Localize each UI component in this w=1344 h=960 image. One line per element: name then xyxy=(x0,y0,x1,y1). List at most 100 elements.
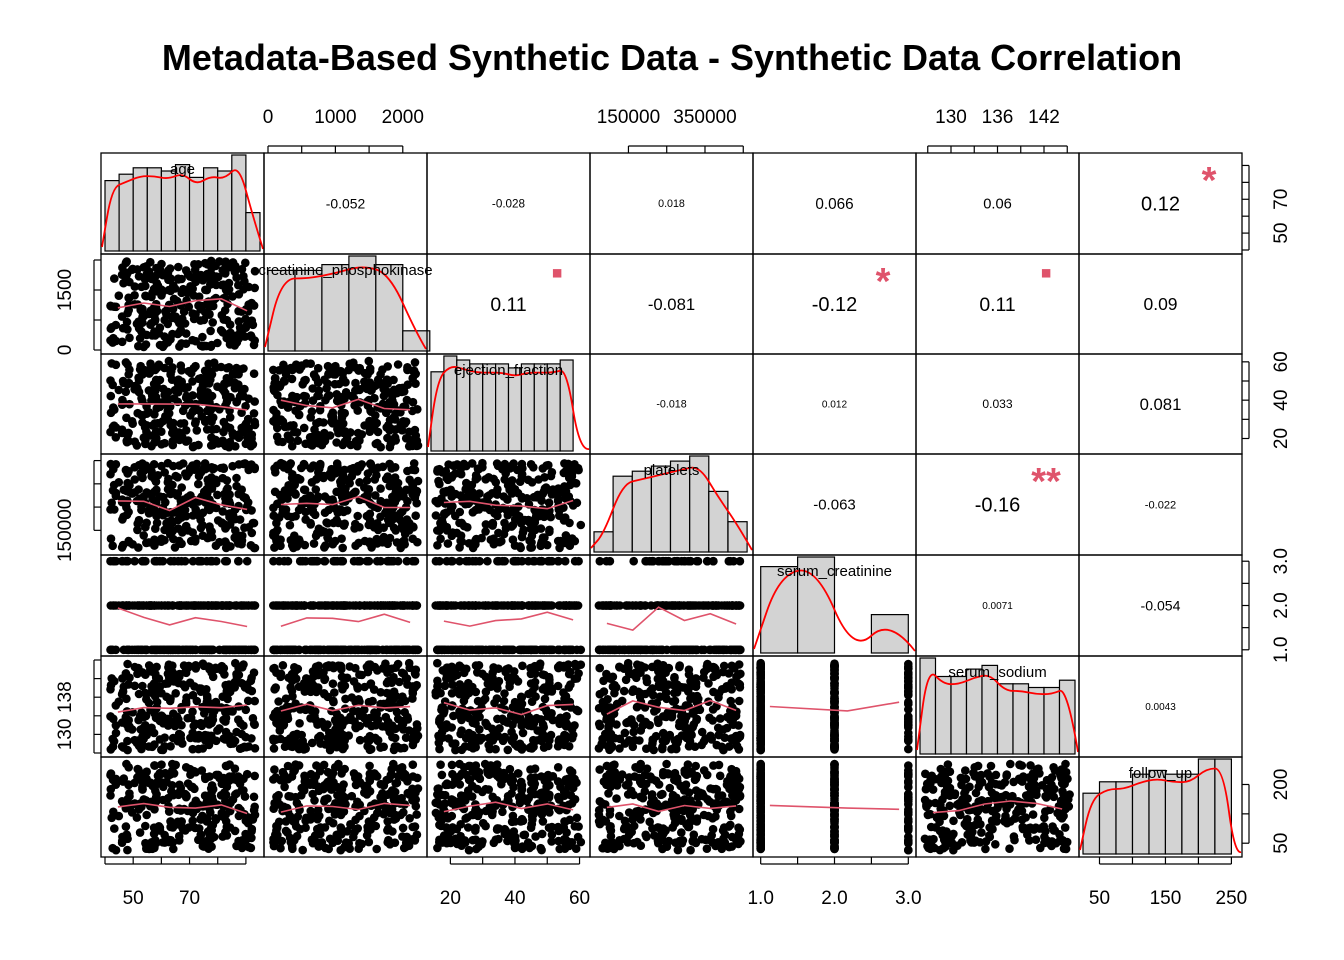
smooth-line xyxy=(117,802,248,815)
scatter-point xyxy=(431,556,441,566)
scatter-point xyxy=(111,645,121,655)
cell-2-2: ejection_fraction xyxy=(426,353,591,455)
scatter-point xyxy=(540,484,550,493)
cell-3-5: -0.16** xyxy=(915,453,1080,556)
scatter-point xyxy=(351,519,360,529)
scatter-point xyxy=(309,681,319,691)
scatter-point xyxy=(572,498,582,508)
scatter-point xyxy=(155,419,165,429)
scatter-point xyxy=(270,663,279,673)
scatter-point xyxy=(177,483,186,492)
scatter-point xyxy=(328,408,338,418)
smooth-line xyxy=(606,699,737,715)
scatter-point xyxy=(662,694,671,704)
scatter-point xyxy=(526,645,535,655)
scatter-point xyxy=(629,556,638,566)
scatter-point xyxy=(360,377,369,387)
scatter-point xyxy=(164,801,173,811)
scatter-point xyxy=(155,265,165,274)
scatter-point xyxy=(497,536,506,546)
scatter-point xyxy=(471,505,481,515)
scatter-point xyxy=(292,739,302,749)
scatter-point xyxy=(139,712,149,722)
scatter-point xyxy=(108,380,117,390)
scatter-point xyxy=(570,556,580,566)
scatter-point xyxy=(281,694,291,703)
scatter-point xyxy=(301,515,311,524)
scatter-point xyxy=(633,660,642,669)
scatter-point xyxy=(203,827,213,836)
scatter-point xyxy=(188,391,197,400)
histogram-bar xyxy=(1058,679,1076,755)
scatter-point xyxy=(492,601,502,610)
cell-5-4 xyxy=(752,655,917,758)
scatter-point xyxy=(152,662,161,672)
correlation-label: -0.028 xyxy=(492,198,525,211)
scatter-point xyxy=(237,743,247,753)
scatter-point xyxy=(192,696,202,706)
scatter-point xyxy=(191,336,200,346)
scatter-point xyxy=(152,536,161,546)
scatter-point xyxy=(123,478,132,488)
scatter-point xyxy=(198,645,208,655)
histogram-bar xyxy=(203,167,219,252)
scatter-point xyxy=(185,464,195,473)
scatter-point xyxy=(400,529,410,539)
scatter-point xyxy=(508,702,518,712)
scatter-point xyxy=(711,645,721,655)
scatter-point xyxy=(412,498,422,508)
scatter-point xyxy=(669,680,678,690)
scatter-point xyxy=(165,770,175,779)
scatter-point xyxy=(320,689,329,699)
scatter-point xyxy=(357,460,367,469)
significance-stars: ▪ xyxy=(1040,254,1052,292)
scatter-point xyxy=(181,266,191,275)
scatter-point xyxy=(147,472,156,481)
scatter-point xyxy=(389,413,398,423)
scatter-point xyxy=(830,680,839,690)
scatter-point xyxy=(732,672,741,681)
scatter-point xyxy=(376,512,385,522)
scatter-point xyxy=(397,668,407,678)
scatter-point xyxy=(711,664,720,674)
scatter-point xyxy=(164,356,174,366)
scatter-point xyxy=(325,745,335,755)
scatter-point xyxy=(272,518,281,528)
scatter-point xyxy=(537,496,546,506)
scatter-point xyxy=(185,272,195,281)
scatter-point xyxy=(495,724,504,733)
scatter-point xyxy=(675,662,684,672)
scatter-point xyxy=(433,680,443,690)
scatter-point xyxy=(111,728,121,738)
scatter-point xyxy=(720,645,730,655)
scatter-point xyxy=(184,302,194,312)
scatter-point xyxy=(459,696,469,706)
scatter-point xyxy=(218,507,227,516)
scatter-point xyxy=(515,601,525,610)
scatter-point xyxy=(505,464,515,473)
smooth-line xyxy=(280,703,411,712)
scatter-point xyxy=(670,672,679,682)
scatter-point xyxy=(612,720,621,729)
correlation-label: 0.066 xyxy=(815,196,853,213)
scatter-point xyxy=(271,683,281,692)
scatter-point xyxy=(493,684,502,693)
scatter-point xyxy=(357,670,367,680)
scatter-point xyxy=(338,719,348,729)
scatter-point xyxy=(467,480,477,490)
scatter-point xyxy=(355,478,364,487)
scatter-point xyxy=(134,485,143,494)
significance-stars: * xyxy=(1202,160,1217,202)
scatter-point xyxy=(636,726,646,735)
scatter-point xyxy=(341,378,350,387)
scatter-point xyxy=(628,742,638,752)
scatter-point xyxy=(460,683,470,692)
scatter-point xyxy=(393,360,403,369)
scatter-point xyxy=(208,672,218,682)
scatter-point xyxy=(122,759,131,769)
scatter-point xyxy=(134,645,143,655)
scatter-point xyxy=(480,601,490,610)
scatter-point xyxy=(177,366,186,375)
scatter-point xyxy=(222,556,232,566)
scatter-point xyxy=(647,662,657,672)
